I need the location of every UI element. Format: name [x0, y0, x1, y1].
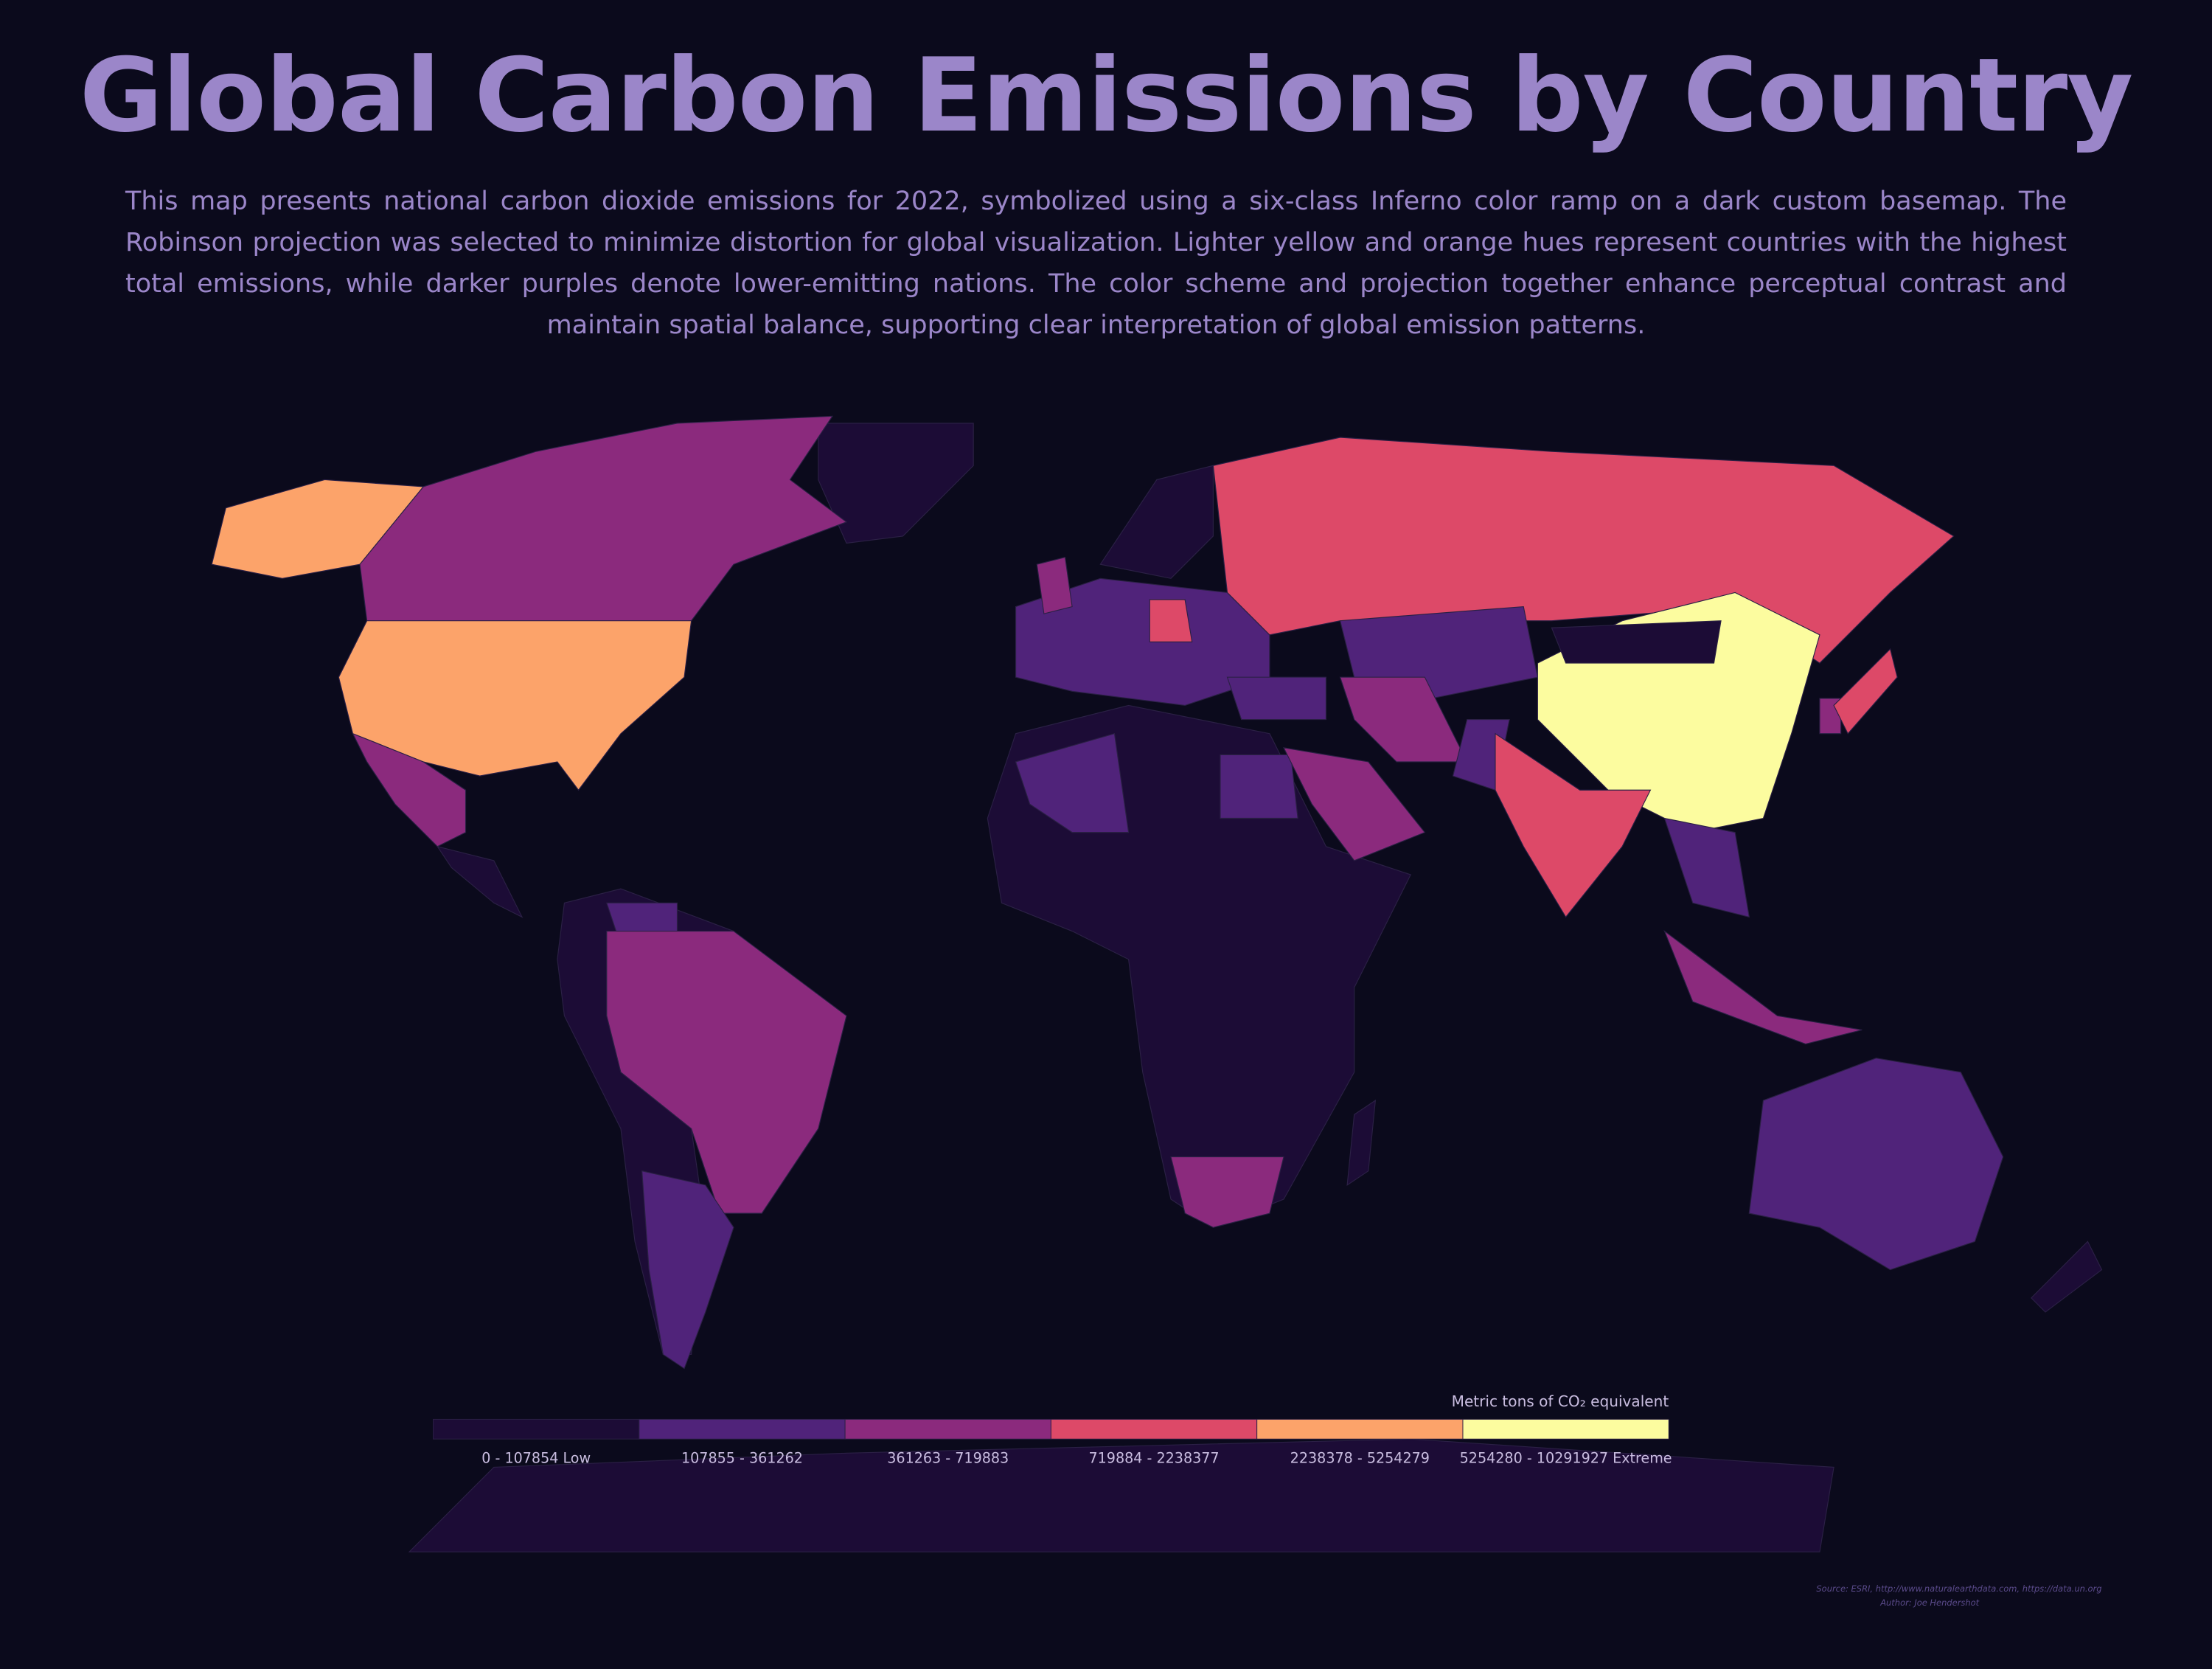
brazil	[606, 930, 847, 1214]
legend-swatch	[844, 1418, 1051, 1440]
countries	[211, 415, 2103, 1552]
description: This map presents national carbon dioxid…	[125, 187, 2067, 340]
indonesia	[1663, 929, 1863, 1045]
mexico	[352, 732, 467, 847]
usa	[338, 620, 692, 791]
legend-swatch	[1050, 1418, 1258, 1440]
south-africa	[1170, 1156, 1284, 1228]
india	[1495, 732, 1652, 918]
egypt	[1220, 754, 1298, 819]
legend-label: 5254280 - 10291927 Extreme	[1460, 1450, 1672, 1467]
legend-label: 719884 - 2238377	[1088, 1450, 1219, 1467]
madagascar	[1346, 1099, 1377, 1187]
saudi-arabia	[1283, 747, 1426, 861]
legend-label: 107855 - 361262	[681, 1450, 803, 1467]
greenland	[818, 423, 974, 544]
title: Global Carbon Emissions by Country	[79, 36, 2134, 155]
australia	[1748, 1058, 2004, 1271]
legend-label: 2238378 - 5254279	[1290, 1450, 1430, 1467]
author: Author: Joe Hendershot	[1879, 1597, 1979, 1608]
canada	[359, 415, 848, 628]
scandinavia	[1099, 465, 1214, 579]
legend-swatch	[433, 1418, 640, 1440]
legend-swatch	[639, 1418, 846, 1440]
turkey	[1226, 676, 1326, 721]
iran	[1339, 676, 1468, 763]
new-zealand	[2031, 1241, 2103, 1313]
legend-title: Metric tons of CO₂ equivalent	[1452, 1392, 1669, 1410]
japan	[1833, 648, 1898, 735]
legend-label: 0 - 107854 Low	[481, 1450, 591, 1467]
legend-label: 361263 - 719883	[887, 1450, 1009, 1467]
argentina	[641, 1170, 734, 1370]
algeria	[1015, 732, 1130, 833]
legend-swatch	[1462, 1418, 1669, 1440]
russia	[1212, 437, 1955, 664]
germany	[1149, 599, 1193, 642]
uk	[1036, 556, 1073, 614]
source: Source: ESRI, http://www.naturalearthdat…	[1816, 1583, 2101, 1594]
mongolia	[1551, 620, 1722, 664]
legend-swatch	[1256, 1418, 1464, 1440]
central-america	[436, 845, 524, 918]
southeast-asia	[1663, 817, 1750, 918]
legend: Metric tons of CO₂ equivalent 0 - 107854…	[433, 1392, 1672, 1467]
